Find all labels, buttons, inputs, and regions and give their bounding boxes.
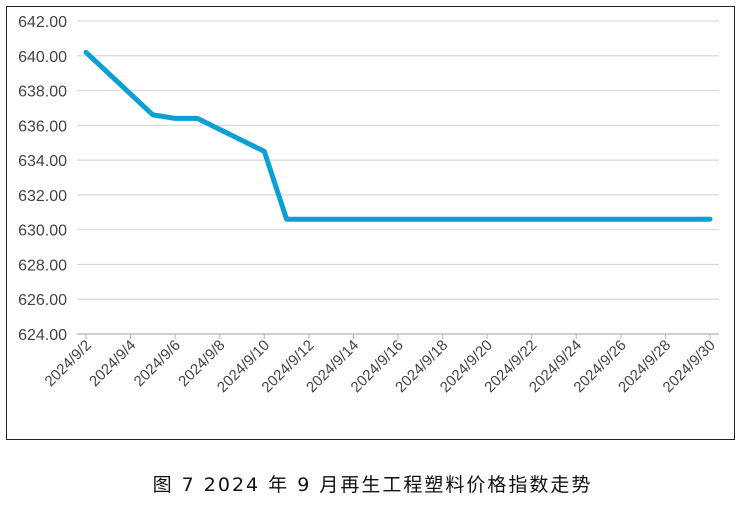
x-tick-label: 2024/9/4 <box>86 337 139 390</box>
chart-frame: 624.00 626.00 628.00 630.00 632.00 634.00 636.… <box>6 6 735 440</box>
figure-caption: 图 7 2024 年 9 月再生工程塑料价格指数走势 <box>152 474 593 496</box>
y-tick-label: 628.00 <box>18 257 67 274</box>
y-tick-label: 626.00 <box>18 292 67 309</box>
gridlines <box>77 20 719 300</box>
x-tick-label: 2024/9/2 <box>42 337 95 390</box>
x-tick-label: 2024/9/6 <box>131 337 184 390</box>
x-axis <box>77 333 719 339</box>
y-tick-label: 634.00 <box>18 153 67 170</box>
y-tick-label: 636.00 <box>18 118 67 135</box>
y-tick-label: 632.00 <box>18 188 67 205</box>
y-tick-label: 640.00 <box>18 49 67 66</box>
y-tick-label: 642.00 <box>18 14 67 31</box>
y-tick-label: 624.00 <box>18 327 67 344</box>
series-layer <box>83 49 713 222</box>
y-axis-ticks: 624.00 626.00 628.00 630.00 632.00 634.00 636.… <box>18 14 67 344</box>
y-tick-label: 638.00 <box>18 84 67 101</box>
line-chart: 624.00 626.00 628.00 630.00 632.00 634.00 636.… <box>18 14 719 396</box>
x-axis-ticks: 2024/9/22024/9/42024/9/62024/9/82024/9/1… <box>42 337 719 396</box>
y-tick-label: 630.00 <box>18 223 67 240</box>
series-line <box>83 49 713 222</box>
